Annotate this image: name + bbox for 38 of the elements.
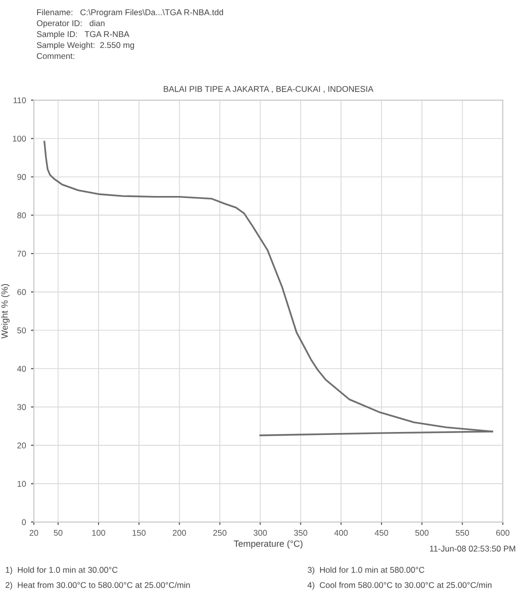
y-tick-label: 100: [12, 136, 26, 142]
y-tick-label: 20: [17, 442, 26, 448]
y-tick-label: 70: [17, 250, 26, 257]
chart-title: BALAI PIB TIPE A JAKARTA , BEA-CUKAI , INDONESIA: [164, 86, 374, 93]
x-axis-title: Temperature (°C): [234, 540, 302, 549]
x-tick-label: 200: [172, 530, 186, 536]
x-tick-label: 20: [30, 530, 38, 536]
y-tick-label: 90: [17, 174, 26, 180]
text: 3) Hold for 1.0 min at 580.00°C: [308, 566, 424, 574]
y-tick-label: 80: [17, 212, 26, 218]
y-tick-label: 50: [17, 327, 26, 334]
x-tick-label: 250: [213, 530, 226, 536]
y-tick-label: 110: [14, 97, 26, 104]
text: Sample ID: TGA R-NBA: [36, 30, 130, 39]
x-tick-label: 600: [496, 530, 510, 536]
text: Comment:: [36, 53, 74, 59]
x-tick-label: 50: [54, 530, 62, 536]
text: Sample Weight: 2.550 mg: [36, 42, 134, 50]
text: 4) Cool from 580.00°C to 30.00°C at 25.00°C/min: [308, 582, 492, 590]
y-tick-label: 30: [17, 404, 26, 410]
x-tick-label: 400: [334, 530, 348, 536]
y-axis-title: Weight % (%): [1, 284, 10, 339]
x-tick-label: 300: [254, 530, 267, 536]
text: Filename: C:\Program Files\Da...\TGA R-NBA.tdd: [37, 9, 224, 17]
x-tick-label: 350: [294, 530, 308, 536]
x-tick-label: 450: [374, 530, 388, 536]
x-tick-label: 150: [132, 530, 146, 536]
text: 1) Hold for 1.0 min at 30.00°C: [6, 566, 118, 574]
text: 2) Heat from 30.00°C to 580.00°C at 25.00°C/min: [6, 582, 190, 590]
y-tick-label: 60: [17, 289, 26, 296]
x-tick-label: 550: [456, 530, 469, 536]
text: 11-Jun-08 02:53:50 PM: [430, 546, 516, 552]
y-tick-label: 0: [22, 519, 26, 526]
y-tick-label: 10: [18, 480, 26, 487]
text: Operator ID: dian: [36, 20, 104, 28]
x-tick-label: 100: [92, 530, 106, 536]
y-tick-label: 40: [17, 366, 26, 372]
x-tick-label: 500: [415, 530, 429, 536]
